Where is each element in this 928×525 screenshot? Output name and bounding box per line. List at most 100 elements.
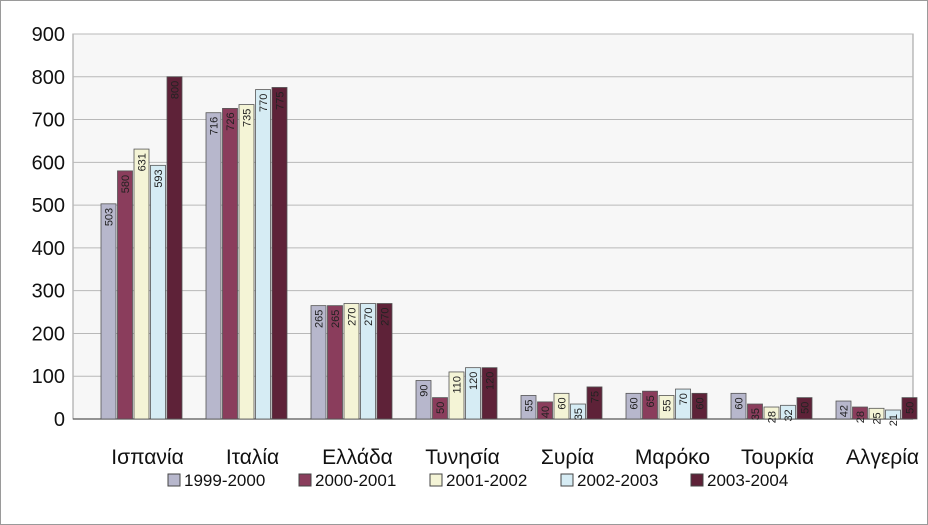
legend-swatch: [560, 473, 574, 487]
data-label: 55: [662, 399, 674, 411]
bar-2001-2002-Μαρόκο: [658, 395, 675, 420]
y-tick-label: 700: [32, 110, 65, 132]
bar-1999-2000-Τυνησία: [415, 380, 432, 420]
legend-swatch: [690, 473, 704, 487]
bar-2001-2002-Τουρκία: [763, 406, 780, 420]
y-tick-label: 600: [32, 152, 65, 174]
bar-2000-2001-Τουρκία: [747, 403, 763, 420]
x-category-label: Μαρόκο: [635, 446, 710, 469]
data-label: 110: [452, 376, 464, 394]
bars: 503 580 631 593 800 716 726 735 770 775 265 265 270 2…: [100, 76, 918, 426]
x-category-label: Ελλάδα: [322, 446, 393, 469]
bar-2003-2004-Ελλάδα: [376, 303, 393, 420]
bar-2000-2001-Τυνησία: [432, 397, 448, 420]
data-label: 631: [137, 153, 149, 171]
data-label: 21: [888, 414, 900, 426]
data-label: 50: [800, 402, 812, 414]
x-category-label: Ισπανία: [111, 446, 183, 469]
bar-2003-2004-Συρία: [586, 386, 603, 420]
bar-1999-2000-Ελλάδα: [310, 305, 327, 420]
x-category-label: Τυνησία: [425, 446, 499, 469]
legend-swatch: [429, 473, 443, 487]
legend-swatch: [298, 473, 312, 487]
bar-2002-2003-Αλγερία: [885, 409, 901, 420]
x-category-label: Συρία: [541, 446, 594, 469]
x-category-label: Ιταλία: [226, 446, 279, 469]
data-label: 270: [347, 308, 359, 326]
legend-label: 2002-2003: [577, 471, 658, 490]
data-label: 28: [767, 411, 779, 423]
y-tick-label: 400: [32, 238, 65, 260]
bar-2001-2002-Ελλάδα: [343, 303, 360, 420]
bar-2001-2002-Ισπανία: [133, 148, 150, 420]
bar-2003-2004-Αλγερία: [901, 397, 918, 420]
data-label: 770: [258, 94, 270, 112]
data-label: 735: [242, 109, 254, 127]
data-label: 32: [783, 409, 795, 421]
y-tick-label: 500: [32, 195, 65, 217]
data-label: 60: [557, 397, 569, 409]
data-label: 503: [104, 208, 116, 226]
bar-2000-2001-Ελλάδα: [327, 305, 343, 420]
legend-label: 2003-2004: [707, 471, 788, 490]
data-label: 60: [734, 397, 746, 409]
data-label: 50: [435, 402, 447, 414]
x-category-label: Τουρκία: [741, 446, 814, 469]
data-label: 726: [225, 112, 237, 130]
bar-2002-2003-Ιταλία: [255, 89, 271, 420]
legend-label: 2001-2002: [446, 471, 527, 490]
bar-2002-2003-Ελλάδα: [360, 303, 376, 420]
data-label: 120: [485, 372, 497, 390]
legend-item: 2002-2003: [560, 471, 658, 490]
bar-1999-2000-Αλγερία: [835, 400, 852, 420]
bar-1999-2000-Μαρόκο: [625, 392, 642, 420]
y-tick-label: 200: [32, 323, 65, 345]
data-label: 265: [330, 310, 342, 328]
data-label: 28: [855, 411, 867, 423]
data-label: 60: [695, 397, 707, 409]
data-label: 716: [209, 117, 221, 135]
data-label: 60: [629, 397, 641, 409]
bar-2001-2002-Τυνησία: [448, 371, 465, 420]
bar-2001-2002-Ιταλία: [238, 104, 255, 420]
bar-2000-2001-Ισπανία: [117, 170, 133, 420]
bar-1999-2000-Ιταλία: [205, 112, 222, 420]
data-label: 120: [468, 372, 480, 390]
data-label: 75: [590, 391, 602, 403]
bar-2002-2003-Μαρόκο: [675, 388, 691, 420]
data-label: 90: [419, 385, 431, 397]
data-label: 265: [314, 310, 326, 328]
bar-2000-2001-Μαρόκο: [642, 390, 658, 420]
y-axis-ticks: 0 100 200 300 400 500 600 700 800 900: [32, 24, 65, 431]
data-label: 800: [170, 81, 182, 99]
y-tick-label: 0: [54, 409, 65, 431]
legend-item: 2000-2001: [298, 471, 396, 490]
y-tick-label: 300: [32, 281, 65, 303]
bar-2000-2001-Συρία: [537, 401, 553, 420]
bar-1999-2000-Συρία: [520, 395, 537, 420]
data-label: 35: [573, 408, 585, 420]
legend: 1999-2000 2000-2001 2001-2002 2002-2003 2003…: [167, 471, 788, 490]
bar-2003-2004-Μαρόκο: [691, 392, 708, 420]
data-label: 270: [363, 308, 375, 326]
plot-area: [72, 33, 914, 420]
bar-2000-2001-Αλγερία: [852, 406, 868, 420]
y-tick-label: 900: [32, 24, 65, 46]
legend-swatch: [167, 473, 181, 487]
bar-2001-2002-Συρία: [553, 392, 570, 420]
legend-item: 1999-2000: [167, 471, 265, 490]
x-category-label: Αλγερία: [846, 446, 919, 469]
data-label: 270: [380, 308, 392, 326]
data-label: 42: [839, 405, 851, 417]
data-label: 25: [872, 412, 884, 424]
legend-item: 2003-2004: [690, 471, 788, 490]
data-label: 775: [275, 91, 287, 109]
data-label: 70: [678, 393, 690, 405]
legend-label: 1999-2000: [184, 471, 265, 490]
bar-2002-2003-Τυνησία: [465, 367, 481, 420]
legend-label: 2000-2001: [315, 471, 396, 490]
bar-2001-2002-Αλγερία: [868, 407, 885, 420]
bar-2002-2003-Ισπανία: [150, 164, 166, 420]
